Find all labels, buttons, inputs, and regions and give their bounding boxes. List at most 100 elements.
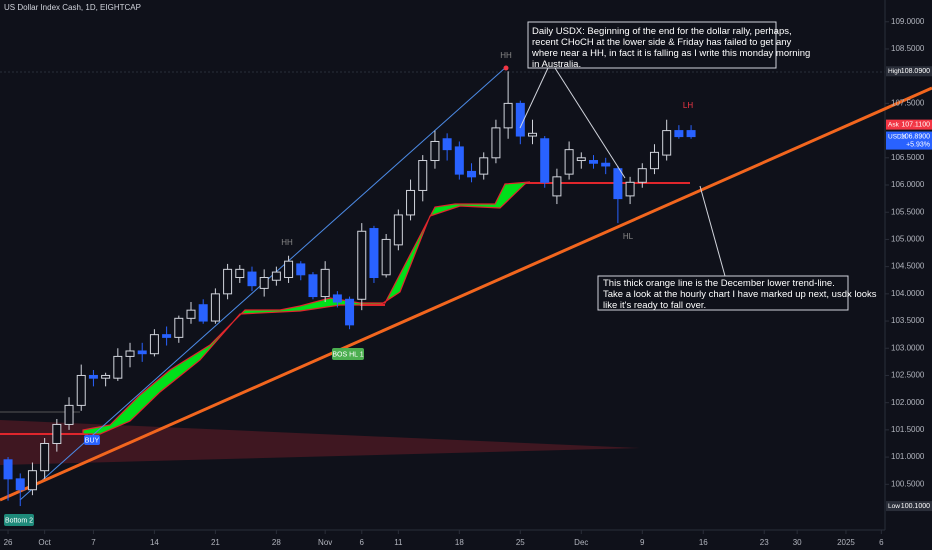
y-tick-label: 104.0000	[891, 289, 925, 298]
price-label-bg	[886, 131, 932, 150]
price-label-name: Ask	[888, 121, 900, 128]
annotation-line: in Australia.	[532, 59, 581, 70]
y-tick-label: 105.0000	[891, 235, 925, 244]
y-tick-label: 103.0000	[891, 343, 925, 352]
candle-body	[223, 268, 233, 295]
candle-body	[76, 374, 86, 406]
y-tick-label: 104.5000	[891, 262, 925, 271]
marker-badge	[332, 348, 364, 360]
candle-body	[198, 304, 208, 322]
marker-badge	[4, 514, 34, 526]
annotation-line: recent CHoCH at the lower side & Friday …	[532, 37, 792, 48]
annotation-line: Daily USDX: Beginning of the end for the…	[532, 26, 792, 37]
y-tick-label: 107.5000	[891, 98, 925, 107]
candle-body	[125, 350, 135, 357]
candle-body	[174, 317, 184, 338]
candle-body	[235, 268, 245, 279]
candle-body	[467, 170, 477, 178]
y-tick-label: 100.5000	[891, 479, 925, 488]
y-tick-label: 109.0000	[891, 17, 925, 26]
y-tick-label: 101.0000	[891, 452, 925, 461]
y-tick-label: 101.5000	[891, 425, 925, 434]
x-tick-label: 30	[793, 538, 802, 547]
candle-body	[40, 442, 50, 472]
candle-body	[613, 168, 623, 200]
x-tick-label: Nov	[318, 538, 332, 547]
candle-body	[454, 146, 464, 175]
candle-body	[479, 157, 489, 175]
candle-body	[64, 404, 74, 425]
candle-body	[528, 132, 538, 137]
annotation-line: where near a HH, in fact it is falling a…	[531, 48, 810, 59]
y-tick-label: 103.5000	[891, 316, 925, 325]
y-tick-label: 106.5000	[891, 153, 925, 162]
x-tick-label: 11	[394, 538, 403, 547]
price-label-bg	[886, 66, 932, 77]
candle-body	[686, 130, 696, 138]
candle-body	[418, 160, 428, 191]
marker-label: BOS HL 1	[332, 351, 363, 358]
x-tick-label: 28	[272, 538, 281, 547]
marker-label: HH	[281, 238, 293, 247]
candle-body	[674, 130, 684, 138]
candle-body	[381, 238, 391, 276]
candle-body	[162, 334, 172, 338]
candle-body	[357, 230, 367, 300]
price-label-name: USDX	[888, 133, 907, 140]
marker-label: BUY	[85, 437, 100, 444]
candle-body	[649, 151, 659, 170]
y-tick-label: 102.0000	[891, 398, 925, 407]
candle-body	[259, 277, 269, 289]
candle-body	[284, 260, 294, 279]
candle-body	[3, 459, 13, 480]
candle-body	[491, 127, 501, 159]
candle-body	[113, 355, 123, 379]
marker-badge	[84, 435, 100, 445]
arrow	[554, 67, 626, 179]
candle-body	[552, 176, 562, 197]
x-tick-label: 6	[879, 538, 884, 547]
annotation-line: This thick orange line is the December l…	[603, 278, 835, 289]
price-label-change: +5.93%	[906, 141, 930, 148]
price-label-value: 100.1000	[901, 503, 930, 510]
candles	[3, 71, 696, 507]
cloud	[82, 181, 531, 435]
x-tick-label: 25	[516, 538, 525, 547]
arrow	[699, 185, 726, 277]
x-tick-label: 26	[4, 538, 13, 547]
price-label-value: 107.1100	[901, 121, 930, 128]
price-label-bg	[886, 119, 932, 130]
x-tick-label: 18	[455, 538, 464, 547]
annotation-box	[597, 275, 849, 311]
candle-body	[296, 263, 306, 276]
candle-body	[625, 181, 635, 197]
candle-body	[137, 350, 147, 355]
candle-body	[247, 271, 257, 287]
candle-body	[588, 160, 598, 164]
candle-body	[503, 102, 513, 129]
candle-body	[320, 268, 330, 298]
x-tick-label: Dec	[574, 538, 588, 547]
price-label-name: Low	[888, 503, 900, 510]
candle-body	[101, 374, 111, 379]
price-label-name: High	[888, 68, 902, 75]
price-label-bg	[886, 501, 932, 512]
price-label-value: 108.0900	[901, 68, 930, 75]
arrow	[519, 67, 549, 129]
candle-body	[576, 157, 586, 162]
candle-body	[345, 298, 355, 326]
x-tick-label: 21	[211, 538, 220, 547]
candle-body	[540, 138, 550, 183]
candle-body	[88, 374, 98, 379]
annotation-box	[527, 21, 777, 69]
y-tick-label: 102.5000	[891, 371, 925, 380]
candle-body	[308, 274, 318, 298]
marker-label: LH	[683, 101, 693, 110]
candle-body	[15, 478, 25, 491]
x-tick-label: 7	[91, 538, 96, 547]
candle-body	[369, 228, 379, 279]
candle-body	[637, 168, 647, 183]
candle-body	[27, 470, 37, 491]
candle-body	[393, 214, 403, 246]
